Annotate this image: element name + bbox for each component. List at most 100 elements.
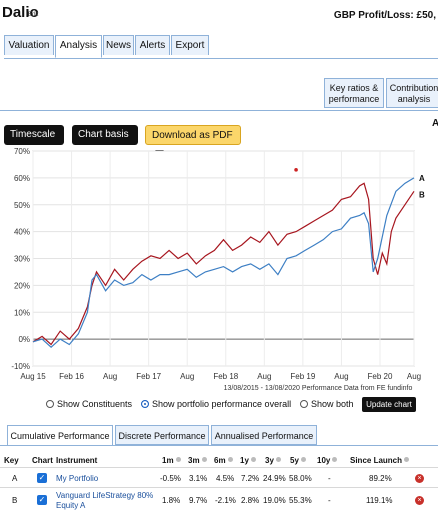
chart-basis-dropdown[interactable]: Chart basis ⌄ xyxy=(72,125,138,160)
chart-checkbox[interactable]: ✓ xyxy=(37,495,47,505)
chart-grid xyxy=(32,150,415,367)
val-5y: 58.0% xyxy=(289,474,312,483)
y-tick-label: 0% xyxy=(18,335,30,344)
col-since-launch[interactable]: Since Launch xyxy=(350,456,410,465)
download-pdf-button[interactable]: Download as PDF xyxy=(145,125,241,159)
x-tick-label: Feb 16 xyxy=(59,372,84,381)
val-since-launch: 89.2% xyxy=(369,474,392,483)
main-tabs: Valuation Analysis News Alerts Export xyxy=(4,30,438,59)
radio-label: Show both xyxy=(311,399,354,409)
radio-circle xyxy=(46,400,54,408)
val-10y: - xyxy=(328,496,331,505)
remove-icon[interactable]: × xyxy=(415,496,424,505)
tab-valuation[interactable]: Valuation xyxy=(4,35,54,55)
edit-link[interactable]: Edit xyxy=(28,12,39,18)
x-tick-label: Aug xyxy=(407,372,421,381)
y-tick-label: 40% xyxy=(14,228,30,237)
val-3y: 19.0% xyxy=(263,496,286,505)
tab-analysis[interactable]: Analysis xyxy=(55,35,102,58)
chart-basis-label: Chart basis xyxy=(78,129,129,140)
row-key: B xyxy=(12,496,18,505)
val-3m: 3.1% xyxy=(189,474,208,483)
col-5y[interactable]: 5y xyxy=(290,456,306,465)
x-tick-label: Feb 19 xyxy=(290,372,315,381)
x-tick-label: Aug xyxy=(180,372,194,381)
side-panel-letter: A xyxy=(432,118,438,129)
tab-export[interactable]: Export xyxy=(171,35,209,55)
y-tick-label: 20% xyxy=(14,281,30,290)
val-since-launch: 119.1% xyxy=(366,496,393,505)
series-legend-b: B xyxy=(419,190,425,199)
timescale-dropdown[interactable]: Timescale ⌄ xyxy=(4,125,64,160)
col-1m[interactable]: 1m xyxy=(162,456,181,465)
key-ratios-button[interactable]: Key ratios & performance xyxy=(324,78,384,108)
instrument-link-line2[interactable]: Equity A xyxy=(56,501,86,510)
tab-cumulative-performance[interactable]: Cumulative Performance xyxy=(7,425,113,446)
y-tick-label: 30% xyxy=(14,255,30,264)
remove-icon[interactable]: × xyxy=(415,474,424,483)
col-instrument: Instrument xyxy=(56,456,98,465)
event-marker xyxy=(294,168,298,172)
show-constituents-radio[interactable]: Show Constituents xyxy=(46,399,132,409)
radio-label: Show Constituents xyxy=(57,399,133,409)
col-6m-label: 6m xyxy=(214,456,226,465)
val-3m: 9.7% xyxy=(189,496,208,505)
key-ratios-line2: performance xyxy=(328,94,380,104)
instrument-link[interactable]: Vanguard LifeStrategy 80% xyxy=(56,491,154,500)
col-3y[interactable]: 3y xyxy=(265,456,281,465)
val-1y: 7.2% xyxy=(241,474,260,483)
col-6m[interactable]: 6m xyxy=(214,456,233,465)
x-tick-label: Feb 17 xyxy=(136,372,161,381)
series-line-a xyxy=(32,177,415,349)
row-divider xyxy=(0,467,438,468)
divider xyxy=(0,445,438,446)
col-5y-label: 5y xyxy=(290,456,299,465)
tab-news[interactable]: News xyxy=(103,35,134,55)
key-ratios-line1: Key ratios & xyxy=(329,83,379,93)
col-10y-label: 10y xyxy=(317,456,331,465)
col-10y[interactable]: 10y xyxy=(317,456,338,465)
val-3y: 24.9% xyxy=(263,474,286,483)
contribution-line1: Contribution xyxy=(389,83,438,93)
col-1m-label: 1m xyxy=(162,456,174,465)
update-chart-button[interactable]: Update chart xyxy=(362,397,416,412)
col-chart: Chart xyxy=(32,456,53,465)
tab-alerts[interactable]: Alerts xyxy=(135,35,170,55)
divider xyxy=(0,110,438,111)
y-axis-ticks: 70% 60% 50% 40% 30% 20% 10% 0% -10% xyxy=(11,147,30,371)
tab-discrete-performance[interactable]: Discrete Performance xyxy=(115,425,209,445)
chart-footnote: 13/08/2015 - 13/08/2020 Performance Data… xyxy=(224,385,413,392)
val-10y: - xyxy=(328,474,331,483)
series-line-b xyxy=(32,182,415,346)
val-6m: 4.5% xyxy=(216,474,235,483)
col-3m[interactable]: 3m xyxy=(188,456,207,465)
radio-circle xyxy=(300,400,308,408)
col-1y[interactable]: 1y xyxy=(240,456,256,465)
contribution-line2: analysis xyxy=(397,94,431,104)
show-portfolio-radio[interactable]: Show portfolio performance overall xyxy=(141,399,291,409)
y-tick-label: 70% xyxy=(14,147,30,156)
contribution-analysis-button[interactable]: Contribution analysis xyxy=(386,78,438,108)
tab-annualised-performance[interactable]: Annualised Performance xyxy=(211,425,317,445)
x-tick-label: Aug 15 xyxy=(20,372,46,381)
x-tick-label: Feb 18 xyxy=(213,372,238,381)
x-tick-label: Aug xyxy=(257,372,271,381)
x-tick-label: Feb 20 xyxy=(368,372,393,381)
col-since-launch-label: Since Launch xyxy=(350,456,403,465)
radio-circle-selected xyxy=(141,400,149,408)
timescale-label: Timescale xyxy=(10,129,56,140)
col-3m-label: 3m xyxy=(188,456,200,465)
portfolio-title: Dalio xyxy=(2,4,39,21)
y-tick-label: 60% xyxy=(14,174,30,183)
profit-loss-label: GBP Profit/Loss: £50, xyxy=(333,10,436,21)
col-3y-label: 3y xyxy=(265,456,274,465)
show-both-radio[interactable]: Show both xyxy=(300,399,354,409)
row-divider xyxy=(0,487,438,488)
val-1m: -0.5% xyxy=(160,474,181,483)
chart-checkbox[interactable]: ✓ xyxy=(37,473,47,483)
x-axis-ticks: Aug 15 Feb 16 Aug Feb 17 Aug Feb 18 Aug Feb 19 A… xyxy=(20,372,421,381)
val-6m: -2.1% xyxy=(215,496,236,505)
col-key: Key xyxy=(4,456,19,465)
radio-label: Show portfolio performance overall xyxy=(152,399,292,409)
instrument-link[interactable]: My Portfolio xyxy=(56,474,99,483)
